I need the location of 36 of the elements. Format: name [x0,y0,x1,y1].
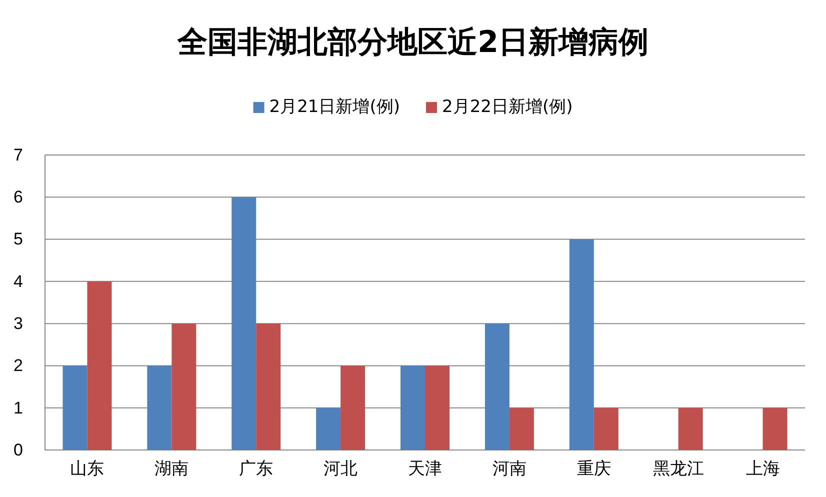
x-tick-label: 河北 [324,459,358,478]
x-tick-label: 上海 [746,459,780,478]
x-tick-label: 广东 [239,459,274,478]
bar [340,366,366,450]
y-tick-label: 6 [14,188,23,207]
y-tick-label: 3 [14,314,23,334]
bar [62,366,88,450]
x-tick-label: 黑龙江 [652,459,704,478]
x-tick-label: 天津 [408,459,442,478]
bar [147,366,172,450]
bar [316,408,341,450]
y-tick-label: 5 [14,230,23,249]
x-tick-label: 河南 [492,459,526,478]
bar [484,324,510,450]
bar [594,408,618,450]
bar [400,366,425,450]
bar [762,408,788,450]
y-tick-label: 0 [14,440,23,460]
bar [172,324,196,450]
y-tick-label: 1 [14,398,23,418]
y-tick-label: 4 [14,272,23,291]
legend-label: 2月22日新增(例) [442,97,573,117]
bar [569,239,594,450]
legend-label: 2月21日新增(例) [269,97,400,117]
x-tick-label: 湖南 [154,459,189,478]
chart-title: 全国非湖北部分地区近2日新增病例 [176,25,648,60]
bar [232,197,256,450]
x-tick-label: 重庆 [576,459,611,478]
bar [87,281,112,450]
bar [256,324,281,450]
y-tick-label: 2 [14,356,23,376]
bar [509,408,534,450]
bar [678,408,703,450]
y-tick-label: 7 [14,145,23,164]
x-tick-label: 山东 [70,459,104,478]
bar [425,366,450,450]
